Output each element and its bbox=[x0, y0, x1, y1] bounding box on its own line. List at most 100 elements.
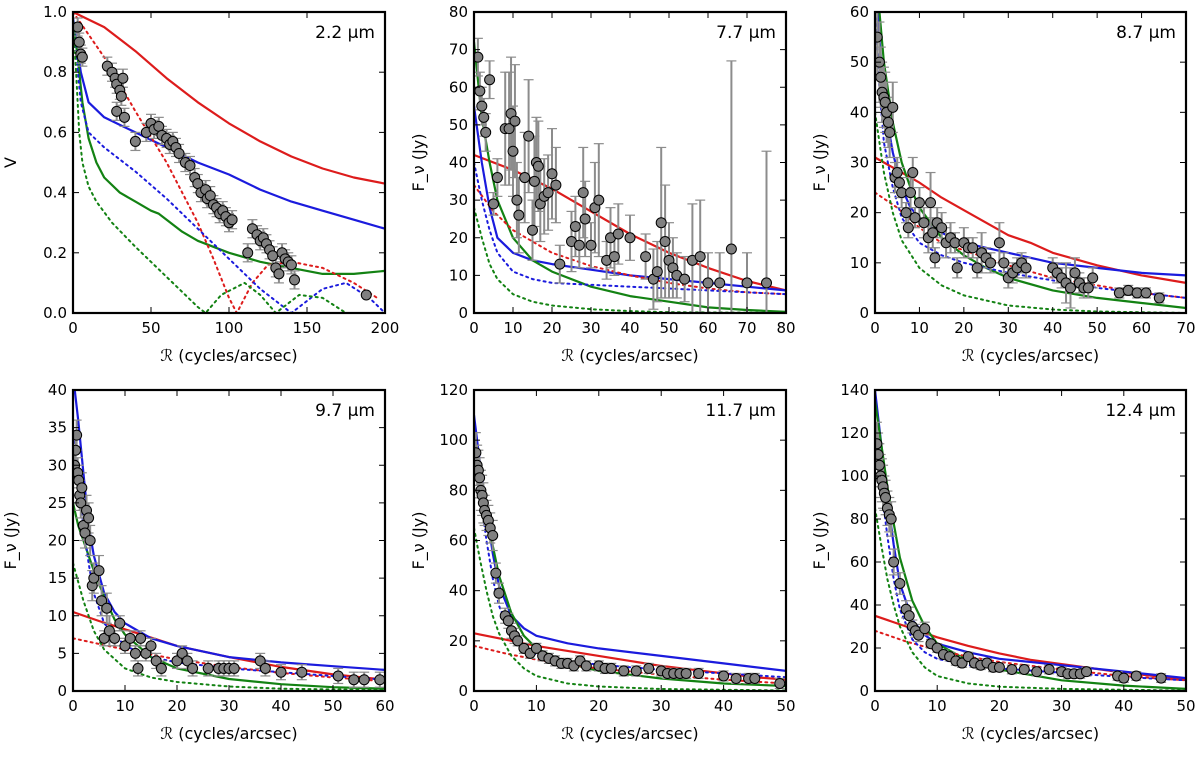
x-tick-label: 0 bbox=[68, 319, 78, 337]
y-tick-label: 60 bbox=[850, 553, 869, 571]
y-tick-label: 20 bbox=[449, 229, 468, 247]
data-point bbox=[358, 674, 370, 686]
x-axis-label: ℛ (cycles/arcsec) bbox=[160, 724, 297, 743]
series-green-dotted bbox=[474, 527, 786, 691]
panel-wavelength-label: 2.2 μm bbox=[315, 23, 375, 43]
data-point bbox=[875, 459, 885, 471]
data-point bbox=[374, 674, 385, 686]
data-point bbox=[569, 220, 581, 232]
data-point bbox=[83, 512, 95, 524]
data-point bbox=[73, 21, 84, 33]
data-point bbox=[761, 277, 772, 289]
data-point bbox=[693, 667, 705, 679]
y-tick-label: 15 bbox=[48, 569, 67, 587]
data-point bbox=[490, 567, 502, 579]
panel-wavelength-label: 12.4 μm bbox=[1105, 401, 1176, 421]
y-axis-label: F_ν (Jy) bbox=[810, 512, 830, 570]
data-point bbox=[1118, 672, 1130, 684]
data-point bbox=[480, 126, 492, 138]
data-point bbox=[1006, 664, 1018, 675]
data-point bbox=[580, 660, 592, 672]
data-point bbox=[554, 258, 566, 270]
y-tick-label: 40 bbox=[449, 154, 468, 172]
y-axis-label: F_ν (Jy) bbox=[409, 512, 429, 570]
data-point bbox=[875, 438, 883, 450]
x-tick-label: 0 bbox=[870, 697, 880, 715]
data-point bbox=[900, 207, 912, 219]
data-point bbox=[115, 90, 127, 102]
data-point bbox=[885, 513, 897, 525]
y-tick-label: 5 bbox=[57, 644, 67, 662]
data-point bbox=[640, 251, 652, 263]
x-tick-label: 10 bbox=[527, 697, 546, 715]
y-tick-label: 80 bbox=[449, 481, 468, 499]
series-green-dotted bbox=[875, 507, 1186, 691]
data-point bbox=[96, 595, 108, 607]
data-point bbox=[925, 197, 937, 209]
data-point bbox=[204, 190, 216, 202]
series-blue-dotted bbox=[73, 434, 385, 681]
y-tick-label: 40 bbox=[850, 596, 869, 614]
data-point bbox=[502, 615, 514, 627]
data-point bbox=[702, 277, 714, 289]
data-point bbox=[927, 227, 939, 239]
data-point bbox=[1087, 272, 1099, 284]
x-axis-label: ℛ (cycles/arcsec) bbox=[160, 346, 297, 365]
data-point bbox=[145, 640, 157, 652]
y-tick-label: 0 bbox=[57, 682, 67, 700]
data-point bbox=[117, 72, 129, 84]
data-point bbox=[875, 449, 884, 460]
x-tick-label: 10 bbox=[503, 319, 522, 337]
y-tick-label: 40 bbox=[48, 381, 67, 399]
data-point bbox=[119, 640, 131, 652]
data-point bbox=[894, 578, 906, 589]
data-point bbox=[76, 482, 88, 494]
x-tick-label: 30 bbox=[581, 319, 600, 337]
x-tick-label: 50 bbox=[776, 697, 795, 715]
data-point bbox=[242, 247, 254, 259]
x-tick-label: 30 bbox=[652, 697, 671, 715]
data-point bbox=[528, 175, 540, 187]
data-point bbox=[132, 662, 144, 674]
data-point bbox=[332, 670, 344, 682]
y-tick-label: 0 bbox=[458, 304, 468, 322]
x-tick-label: 50 bbox=[141, 319, 160, 337]
y-axis-label: V bbox=[1, 157, 20, 168]
data-point bbox=[187, 662, 199, 674]
data-point bbox=[643, 662, 655, 674]
data-point bbox=[532, 160, 544, 172]
data-point bbox=[73, 444, 82, 456]
data-point bbox=[275, 666, 287, 678]
data-point bbox=[741, 277, 753, 289]
data-point bbox=[153, 120, 165, 132]
data-point bbox=[902, 222, 914, 234]
data-point bbox=[527, 224, 538, 236]
data-point bbox=[951, 262, 963, 274]
data-point bbox=[1020, 262, 1032, 274]
y-tick-label: 0.6 bbox=[43, 123, 67, 141]
data-point bbox=[1043, 664, 1055, 675]
y-tick-label: 30 bbox=[850, 154, 869, 172]
x-tick-label: 60 bbox=[375, 697, 394, 715]
data-point bbox=[103, 625, 115, 637]
data-point bbox=[259, 662, 271, 674]
y-tick-label: 0.2 bbox=[43, 244, 67, 262]
data-point bbox=[993, 661, 1005, 673]
data-point bbox=[1080, 666, 1092, 678]
data-point bbox=[714, 277, 726, 289]
x-tick-label: 60 bbox=[698, 319, 717, 337]
data-point bbox=[176, 647, 188, 659]
x-axis-label: ℛ (cycles/arcsec) bbox=[962, 346, 1099, 365]
y-tick-label: 60 bbox=[850, 3, 869, 21]
data-point bbox=[884, 126, 896, 138]
data-point bbox=[1153, 292, 1165, 304]
axes-frame bbox=[71, 10, 387, 315]
x-tick-label: 150 bbox=[293, 319, 322, 337]
data-point bbox=[749, 672, 761, 684]
series-red-dotted bbox=[875, 629, 1186, 682]
x-tick-label: 20 bbox=[589, 697, 608, 715]
data-point bbox=[585, 239, 597, 251]
data-point bbox=[903, 610, 915, 622]
data-point bbox=[493, 587, 505, 599]
